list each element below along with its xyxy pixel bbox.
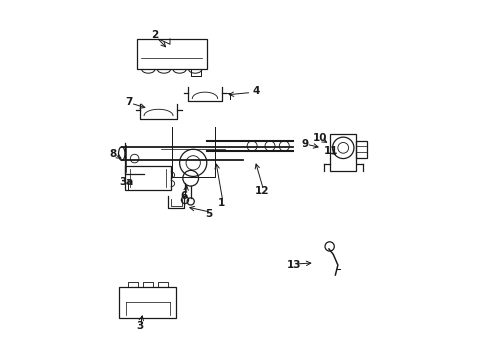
Bar — [125, 166, 171, 190]
Text: 3: 3 — [136, 321, 143, 331]
Bar — [356, 141, 367, 158]
Text: 10: 10 — [313, 133, 327, 143]
Bar — [119, 287, 176, 318]
Text: 7: 7 — [125, 97, 133, 107]
Text: 2: 2 — [151, 30, 159, 40]
Text: 5: 5 — [206, 209, 213, 219]
Text: 1: 1 — [218, 198, 225, 208]
Bar — [137, 39, 207, 69]
Text: 13: 13 — [287, 260, 301, 270]
Text: 6: 6 — [181, 191, 188, 201]
Text: 12: 12 — [255, 186, 270, 197]
Text: 4: 4 — [252, 86, 259, 96]
Text: 8: 8 — [109, 149, 117, 159]
Text: 3a: 3a — [119, 177, 134, 187]
Text: 9: 9 — [301, 139, 309, 149]
Text: 11: 11 — [324, 147, 339, 157]
Bar — [330, 134, 356, 171]
